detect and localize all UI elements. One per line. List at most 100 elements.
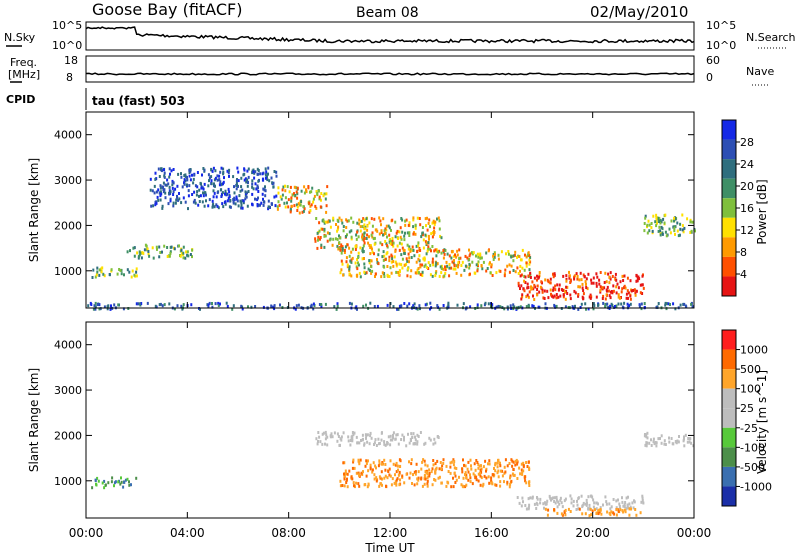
echo-cell <box>472 251 475 255</box>
echo-cell <box>600 512 603 516</box>
echo-cell <box>382 462 385 466</box>
echo-cell <box>382 217 385 221</box>
echo-cell <box>570 497 573 501</box>
echo-cell <box>384 258 387 261</box>
echo-cell <box>98 307 101 311</box>
echo-cell <box>316 193 319 197</box>
echo-cell <box>609 507 612 511</box>
echo-cell <box>416 216 419 220</box>
echo-cell <box>511 464 514 468</box>
echo-cell <box>492 254 495 258</box>
echo-cell <box>378 459 381 463</box>
echo-cell <box>326 239 329 243</box>
echo-cell <box>522 469 525 473</box>
echo-cell <box>646 431 649 435</box>
echo-cell <box>530 285 532 289</box>
echo-cell <box>318 195 321 199</box>
echo-cell <box>170 245 173 249</box>
echo-cell <box>635 513 638 517</box>
echo-cell <box>629 505 632 509</box>
echo-cell <box>463 268 466 272</box>
echo-cell <box>228 174 230 178</box>
echo-cell <box>375 444 378 447</box>
echo-cell <box>273 195 276 199</box>
echo-cell <box>488 459 491 463</box>
echo-cell <box>531 286 534 290</box>
echo-cell <box>573 289 576 293</box>
echo-cell <box>588 503 591 507</box>
echo-cell <box>182 245 185 249</box>
echo-cell <box>577 294 580 298</box>
echo-cell <box>488 462 491 466</box>
echo-cell <box>211 302 213 305</box>
echo-cell <box>371 235 374 239</box>
echo-cell <box>470 464 472 468</box>
echo-cell <box>208 198 211 202</box>
power-echo-cells <box>87 166 696 311</box>
echo-cell <box>425 252 428 256</box>
echo-cell <box>161 185 164 189</box>
echo-cell <box>506 482 509 486</box>
echo-cell <box>279 195 282 199</box>
echo-cell <box>354 261 357 265</box>
echo-cell <box>444 271 447 275</box>
echo-cell <box>464 464 467 468</box>
echo-cell <box>240 185 243 189</box>
echo-cell <box>615 291 618 295</box>
echo-cell <box>464 254 467 258</box>
echo-cell <box>264 185 266 189</box>
echo-cell <box>370 217 373 221</box>
echo-cell <box>250 305 253 309</box>
echo-cell <box>507 252 510 256</box>
echo-cell <box>510 255 513 259</box>
echo-cell <box>596 275 599 279</box>
echo-cell <box>625 507 628 511</box>
echo-cell <box>525 255 528 259</box>
echo-cell <box>553 272 556 276</box>
echo-cell <box>452 463 455 467</box>
echo-cell <box>91 276 94 279</box>
echo-cell <box>677 234 680 238</box>
echo-cell <box>207 305 210 309</box>
echo-cell <box>691 305 694 309</box>
echo-cell <box>514 463 517 467</box>
echo-cell <box>406 243 409 247</box>
echo-cell <box>672 302 675 306</box>
echo-cell <box>184 173 187 177</box>
echo-cell <box>92 307 95 311</box>
echo-cell <box>370 233 373 237</box>
echo-cell <box>469 476 472 480</box>
echo-cell <box>377 262 380 266</box>
echo-cell <box>577 293 580 296</box>
echo-cell <box>286 201 288 205</box>
echo-cell <box>421 270 424 274</box>
echo-cell <box>300 200 303 204</box>
echo-cell <box>403 438 405 442</box>
echo-cell <box>166 246 169 249</box>
echo-cell <box>609 304 612 308</box>
echo-cell <box>598 282 601 286</box>
echo-cell <box>320 243 323 247</box>
echo-cell <box>171 183 174 187</box>
echo-cell <box>130 275 133 279</box>
echo-cell <box>578 278 581 282</box>
echo-cell <box>482 260 485 264</box>
echo-cell <box>450 485 453 489</box>
echo-cell <box>405 472 408 476</box>
echo-cell <box>408 260 410 264</box>
echo-cell <box>464 473 466 476</box>
echo-cell <box>415 260 418 264</box>
echo-cell <box>383 272 386 275</box>
echo-cell <box>528 484 531 487</box>
echo-cell <box>409 249 412 253</box>
echo-cell <box>356 307 358 311</box>
echo-cell <box>423 258 426 262</box>
echo-cell <box>122 307 125 311</box>
y-tick-label: 4000 <box>54 129 82 142</box>
echo-cell <box>643 302 646 305</box>
echo-cell <box>628 304 631 308</box>
echo-cell <box>329 225 332 229</box>
echo-cell <box>480 464 482 468</box>
time-axis-ticks: 00:00 04:00 08:00 12:00 16:00 20:00 00:00 <box>69 526 712 540</box>
echo-cell <box>599 508 602 511</box>
